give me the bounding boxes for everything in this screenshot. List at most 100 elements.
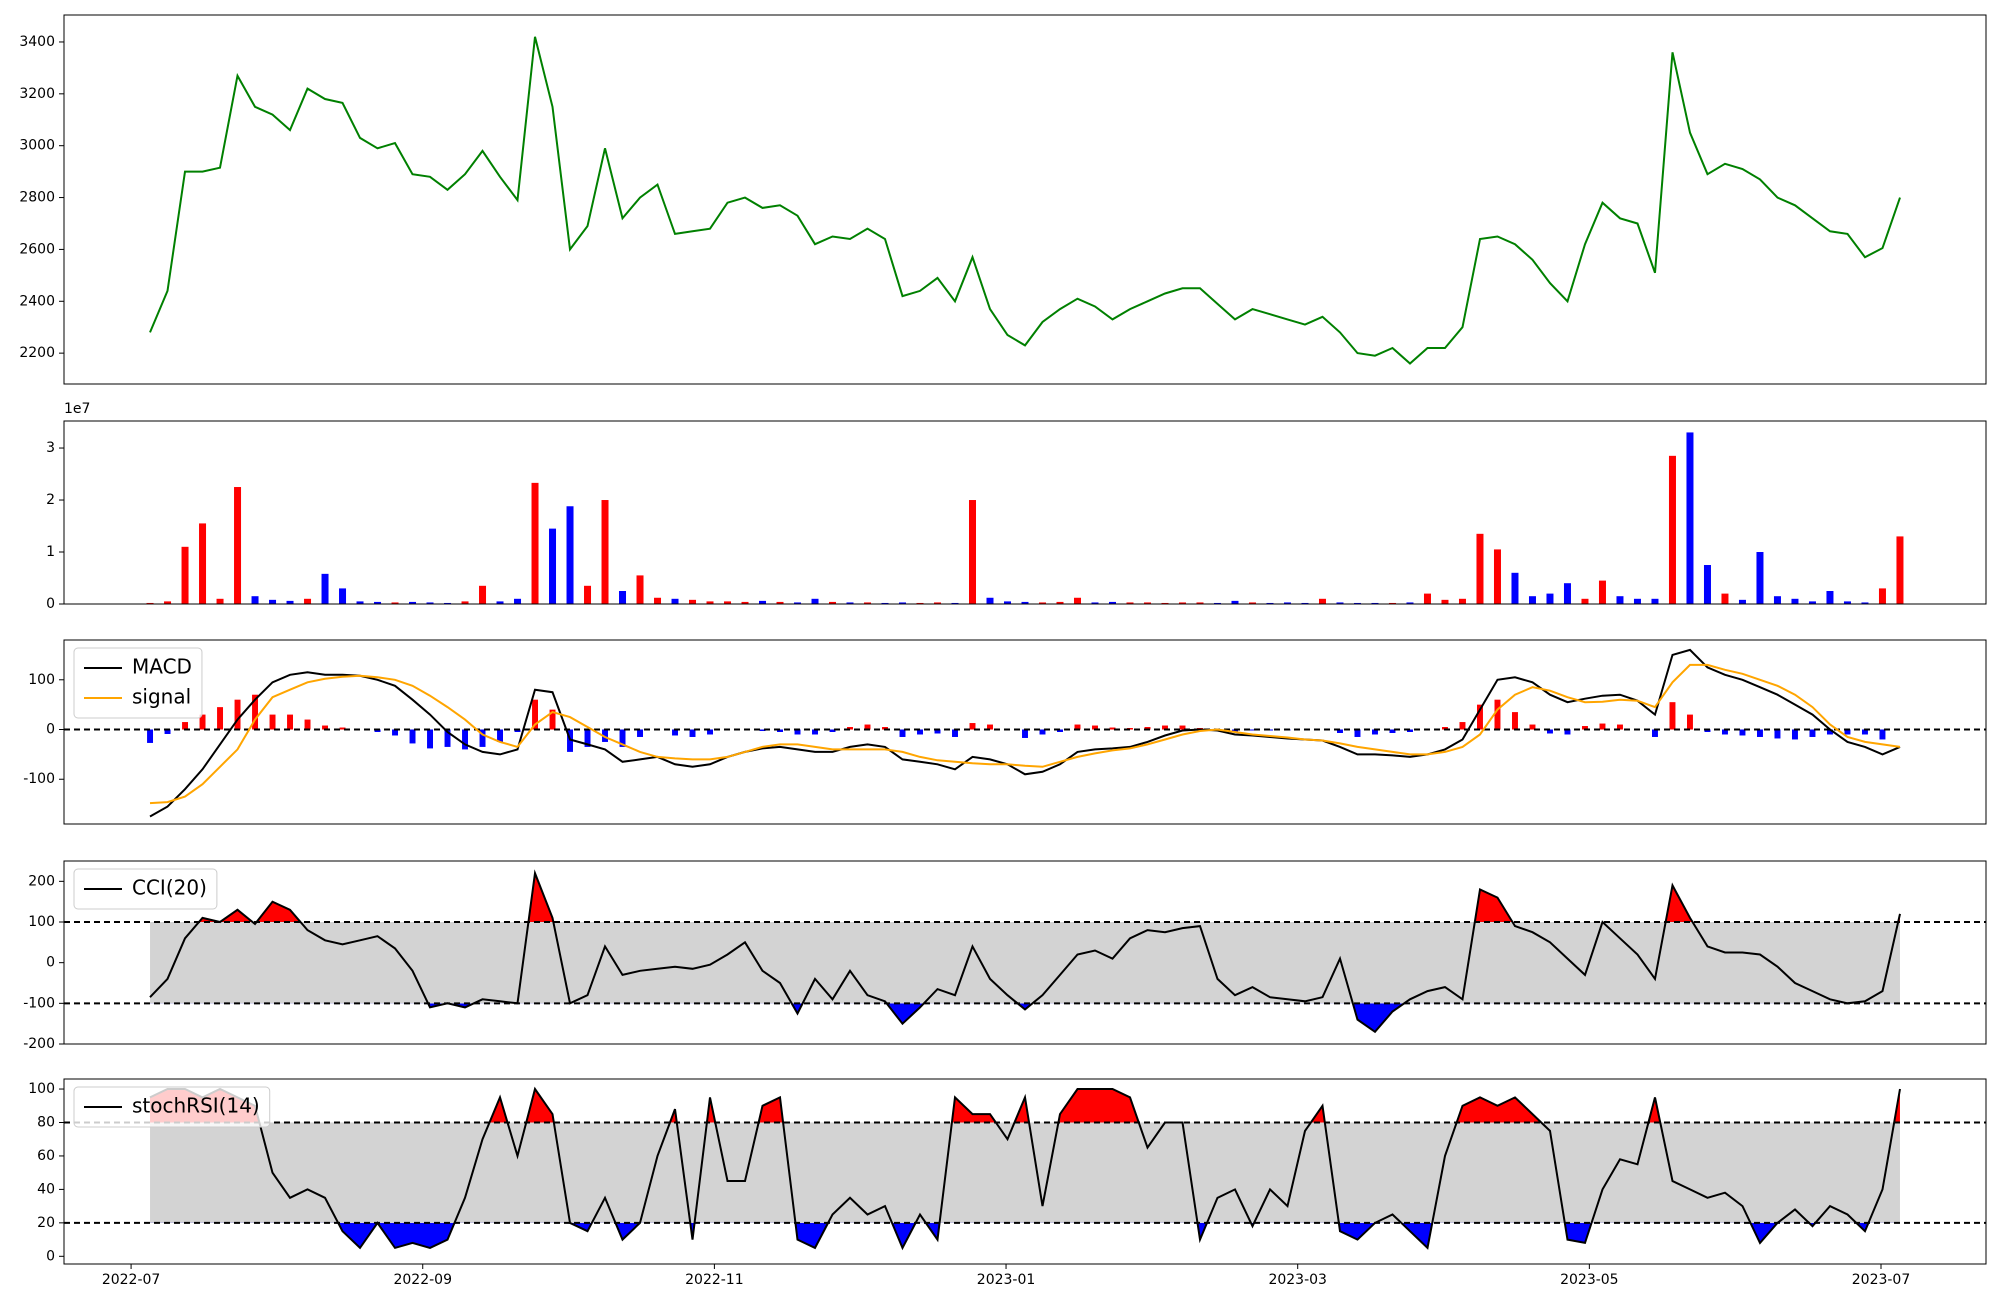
y-tick-label: 2600	[19, 241, 55, 257]
bar	[1038, 602, 1046, 604]
bar	[1143, 602, 1151, 604]
bar	[1301, 602, 1309, 604]
hist-bar	[1861, 729, 1868, 735]
bar	[1511, 572, 1519, 604]
y-tick-label: 100	[28, 1081, 55, 1097]
hist-bar	[812, 729, 818, 735]
hist-bar	[479, 729, 486, 747]
bar	[951, 602, 959, 604]
hist-bar	[1407, 729, 1413, 732]
hist-bar	[1879, 729, 1886, 740]
hist-bar	[287, 714, 294, 730]
hist-bar	[1826, 729, 1833, 735]
bar	[339, 588, 347, 604]
legend-box	[73, 868, 218, 910]
bar	[1056, 601, 1064, 604]
hist-bar	[1686, 714, 1693, 730]
hist-bar	[794, 729, 801, 735]
bar	[1371, 602, 1379, 604]
hist-bar	[1774, 729, 1781, 739]
bar	[1423, 593, 1431, 604]
y-tick-label: 3200	[19, 86, 55, 102]
y-tick-label: -100	[23, 995, 55, 1011]
band	[150, 922, 1900, 1004]
legend: stochRSI(14)	[73, 1086, 271, 1128]
bar	[549, 528, 557, 604]
bar	[566, 506, 574, 604]
hist-bar	[1564, 729, 1571, 735]
bar	[724, 601, 732, 604]
x-tick-label: 2023-01	[977, 1272, 1036, 1288]
hist-bar	[602, 729, 608, 742]
hist-bar	[777, 729, 783, 732]
hist-bar	[1529, 724, 1536, 730]
bar	[1126, 602, 1134, 604]
bar	[444, 602, 452, 604]
bar	[829, 601, 837, 604]
band	[150, 1122, 1900, 1223]
bar	[601, 500, 609, 604]
y-tick-label: 0	[46, 955, 55, 971]
hist-bar	[1477, 704, 1483, 730]
hist-bar	[1442, 727, 1448, 730]
line	[149, 36, 1901, 365]
bar	[1318, 598, 1326, 604]
y-tick-label: -200	[23, 1036, 55, 1052]
y-tick-label: 100	[28, 914, 55, 930]
hist-bar	[1616, 724, 1623, 730]
hist-bar	[1844, 729, 1851, 735]
hist-bar	[619, 729, 626, 747]
bar	[1353, 602, 1361, 604]
legend-label: signal	[132, 685, 191, 709]
hist-bar	[532, 699, 538, 730]
hist-bar	[444, 729, 451, 747]
bar	[479, 585, 487, 604]
hist-bar	[409, 729, 416, 744]
legend-label: MACD	[132, 655, 192, 679]
hist-bar	[969, 723, 976, 730]
bar	[619, 591, 627, 604]
bar	[899, 602, 907, 604]
hist-bar	[374, 729, 381, 732]
y-tick-label: 2400	[19, 293, 55, 309]
bar	[1826, 591, 1834, 604]
bar	[269, 599, 277, 604]
bar	[391, 602, 399, 604]
x-tick-label: 2022-09	[393, 1272, 452, 1288]
hist-bar	[392, 729, 399, 736]
hist-bar	[514, 729, 521, 732]
bar	[881, 602, 889, 604]
y-tick-label: 60	[37, 1148, 55, 1164]
hist-bar	[497, 729, 503, 742]
legend-label: CCI(20)	[132, 876, 207, 900]
bar	[1616, 596, 1624, 604]
y-tick-label: 1	[46, 544, 55, 560]
x-tick-label: 2023-03	[1268, 1272, 1327, 1288]
offset-label: 1e7	[64, 401, 90, 417]
hist-bar	[217, 707, 224, 730]
bar	[1808, 601, 1816, 604]
hist-bar	[1547, 729, 1553, 734]
hist-bar	[1372, 729, 1378, 735]
bar	[251, 596, 259, 604]
bar	[1283, 602, 1291, 604]
bar	[1528, 596, 1536, 604]
bar	[916, 602, 924, 604]
hist-bar	[199, 714, 206, 730]
bar	[671, 598, 679, 604]
bar	[531, 482, 539, 604]
hist-bar	[1494, 699, 1501, 730]
bar	[461, 601, 469, 604]
legend: MACD signal	[73, 647, 203, 719]
bar	[216, 598, 224, 604]
bar	[1651, 598, 1659, 604]
bar	[496, 601, 504, 604]
bar	[741, 601, 749, 604]
bar	[969, 500, 977, 604]
hist-bar	[1651, 729, 1658, 737]
bar	[846, 602, 854, 604]
bar	[426, 602, 434, 604]
bar	[1004, 601, 1012, 604]
bar	[1703, 565, 1711, 604]
hist-bar	[1669, 702, 1676, 730]
